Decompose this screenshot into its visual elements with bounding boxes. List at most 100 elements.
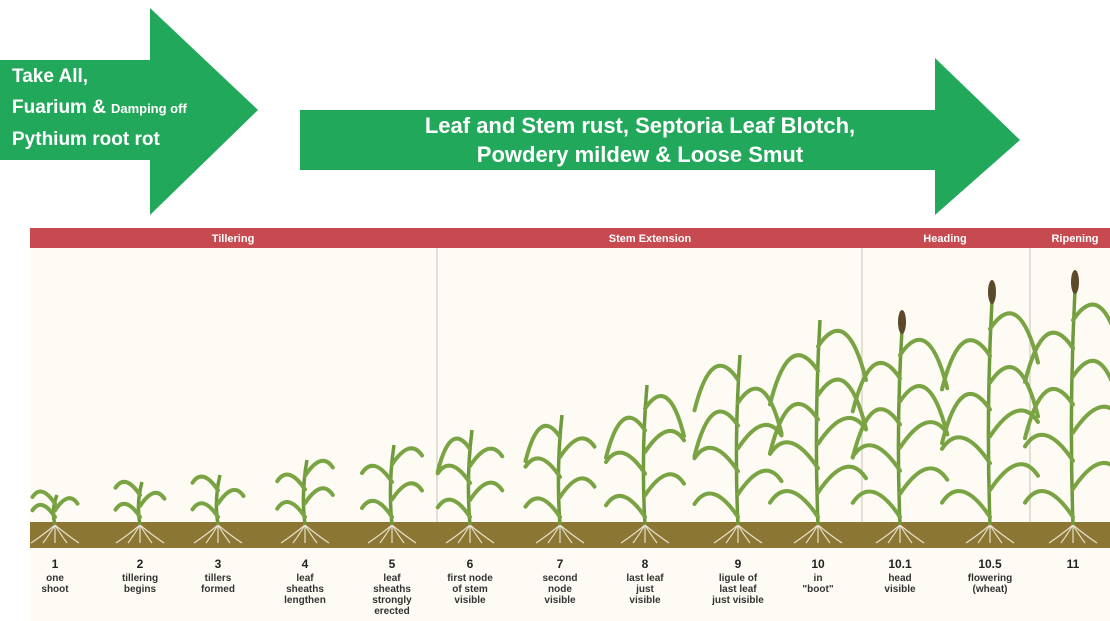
phase-label: Ripening — [1051, 233, 1098, 245]
stage-label: tillering — [122, 573, 158, 584]
arrow-text-part: Take All, — [12, 66, 88, 87]
stage-label: in — [814, 573, 823, 584]
stage-label: head — [888, 573, 911, 584]
leaf — [898, 420, 950, 450]
root — [899, 524, 913, 544]
head — [1071, 270, 1079, 294]
root — [54, 524, 68, 544]
stage-label: shoot — [41, 584, 69, 595]
root — [304, 524, 330, 544]
leaf — [604, 493, 647, 519]
stage-label: node — [548, 584, 572, 595]
leaf — [940, 435, 992, 466]
leaf — [768, 401, 820, 456]
leaf — [816, 328, 868, 382]
leaf — [692, 409, 740, 459]
leaf — [113, 479, 142, 497]
leaf — [360, 498, 394, 519]
root — [737, 524, 763, 544]
root — [304, 524, 318, 544]
leaf — [643, 472, 686, 498]
arrow-text: Take All, — [12, 66, 88, 87]
stage-label: visible — [454, 595, 486, 606]
stem — [301, 459, 309, 526]
stage-label: first node — [447, 573, 493, 584]
stage-number: 2 — [137, 557, 144, 571]
root — [977, 524, 991, 544]
leaf — [816, 464, 868, 495]
root — [391, 524, 405, 544]
leaf — [1071, 358, 1110, 383]
leaf — [30, 489, 57, 506]
leaf — [988, 408, 1040, 439]
root — [292, 524, 306, 544]
root — [989, 524, 1015, 544]
leaf — [558, 436, 597, 459]
arrow-short — [0, 8, 258, 215]
stage-label: visible — [544, 595, 576, 606]
stage-number: 7 — [557, 557, 564, 571]
root — [139, 524, 165, 544]
arrow-text: Powdery mildew & Loose Smut — [477, 142, 804, 167]
arrow-text-part: Fuarium & — [12, 97, 106, 118]
stage-label: flowering — [968, 573, 1012, 584]
root — [115, 524, 141, 544]
leaf — [303, 458, 335, 478]
head — [898, 310, 906, 334]
stage-number: 10.1 — [888, 557, 912, 571]
stage-label: (wheat) — [973, 584, 1008, 595]
leaf — [898, 466, 950, 496]
leaf — [1023, 432, 1075, 463]
leaf — [113, 501, 142, 519]
stage-label: formed — [201, 584, 235, 595]
root — [644, 524, 670, 544]
leaf — [1023, 489, 1075, 519]
stem — [136, 481, 144, 526]
arrow-text-part: Pythium root rot — [12, 129, 160, 150]
stage-number: 10 — [811, 557, 825, 571]
root — [391, 524, 417, 544]
stage-label: visible — [884, 584, 916, 595]
root — [193, 524, 219, 544]
root — [559, 524, 573, 544]
phase-label: Heading — [923, 233, 966, 245]
arrow-text-part: Damping off — [111, 101, 187, 116]
stage-label: sheaths — [373, 584, 411, 595]
root — [989, 524, 1003, 544]
root — [875, 524, 901, 544]
root — [139, 524, 153, 544]
leaf — [1023, 330, 1075, 384]
leaf — [523, 456, 562, 479]
stage-label: second — [542, 573, 577, 584]
leaf — [604, 415, 647, 460]
stage-label: ligule of — [719, 573, 758, 584]
stage-label: one — [46, 573, 64, 584]
stage-label: visible — [629, 595, 661, 606]
leaf — [940, 391, 992, 446]
leaf — [1071, 404, 1110, 435]
stage-label: leaf — [383, 573, 401, 584]
leaf — [988, 311, 1040, 365]
stage-label: last leaf — [626, 573, 664, 584]
leaf — [850, 407, 902, 460]
stage-label: strongly — [372, 595, 412, 606]
root — [1072, 524, 1098, 544]
leaf — [435, 497, 472, 519]
leaf — [303, 486, 335, 506]
root — [217, 524, 231, 544]
leaf — [692, 445, 740, 474]
stem — [214, 474, 222, 526]
root — [559, 524, 585, 544]
root — [469, 524, 483, 544]
root — [280, 524, 306, 544]
root — [367, 524, 393, 544]
root — [535, 524, 561, 544]
root — [1072, 524, 1086, 544]
stage-number: 10.5 — [978, 557, 1002, 571]
root — [965, 524, 991, 544]
leaf — [275, 500, 307, 519]
leaf — [604, 450, 647, 476]
stage-number: 11 — [1067, 557, 1080, 571]
stage-label: just — [635, 584, 654, 595]
